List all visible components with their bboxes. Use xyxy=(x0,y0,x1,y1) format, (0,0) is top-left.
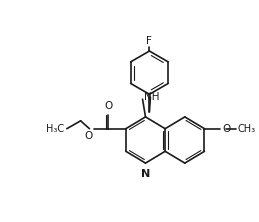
Text: CH₃: CH₃ xyxy=(238,124,256,134)
Text: NH: NH xyxy=(143,92,159,102)
Text: H₃C: H₃C xyxy=(46,124,64,134)
Text: O: O xyxy=(104,101,112,111)
Text: O: O xyxy=(84,131,92,141)
Text: F: F xyxy=(147,36,152,46)
Text: O: O xyxy=(222,124,231,134)
Text: N: N xyxy=(141,169,150,179)
